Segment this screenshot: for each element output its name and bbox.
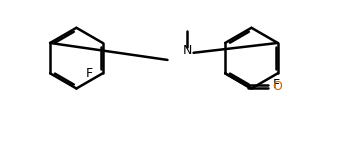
Text: O: O — [272, 80, 282, 93]
Text: F: F — [86, 67, 93, 80]
Text: F: F — [273, 78, 279, 91]
Text: N: N — [183, 45, 192, 57]
